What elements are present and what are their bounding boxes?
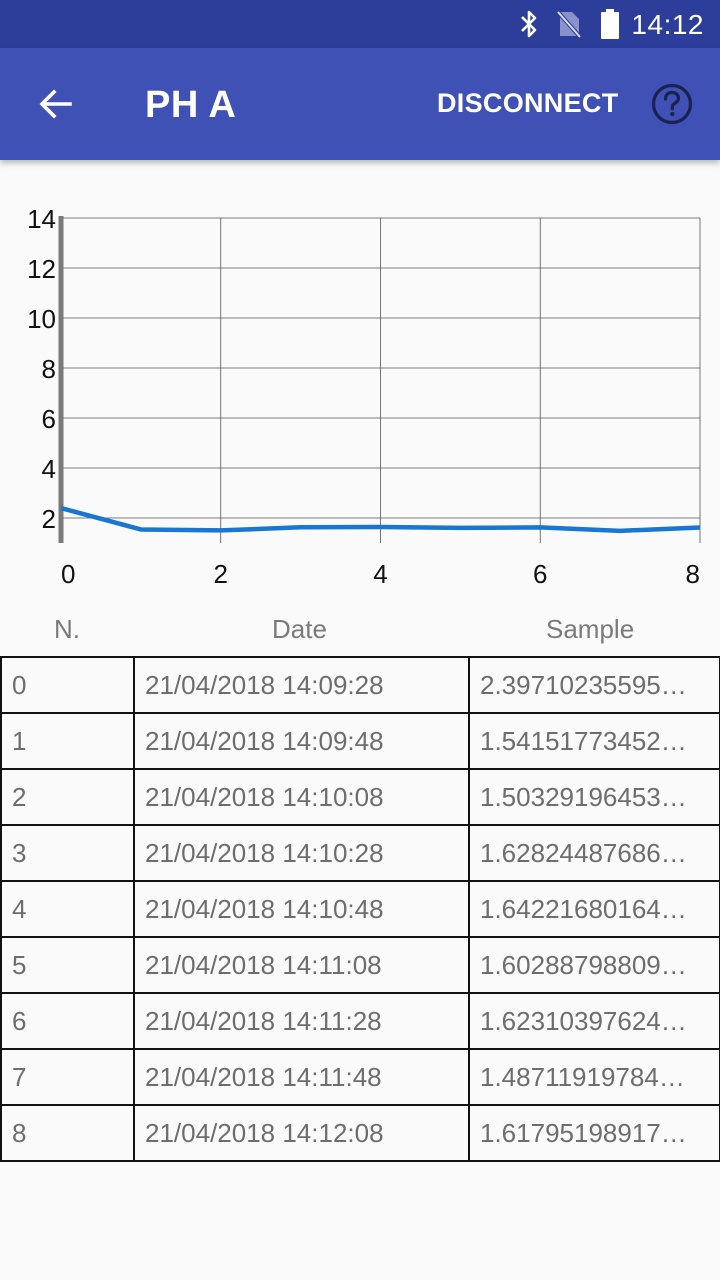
y-tick-label: 8: [42, 354, 56, 384]
cell-sample: 1.48711919784…: [468, 1048, 720, 1106]
cell-date: 21/04/2018 14:12:08: [133, 1104, 470, 1162]
samples-table: 0 21/04/2018 14:09:28 2.39710235595… 1 2…: [0, 656, 720, 1162]
cell-sample: 1.60288798809…: [468, 936, 720, 994]
cell-index: 2: [0, 768, 135, 826]
cell-index: 4: [0, 880, 135, 938]
cell-date: 21/04/2018 14:11:48: [133, 1048, 470, 1106]
cell-sample: 1.62310397624…: [468, 992, 720, 1050]
disconnect-button[interactable]: DISCONNECT: [437, 88, 619, 118]
table-row: 3 21/04/2018 14:10:28 1.62824487686…: [0, 824, 720, 882]
cell-index: 5: [0, 936, 135, 994]
back-button[interactable]: [30, 78, 82, 130]
status-time: 14:12: [631, 9, 704, 40]
page-title: PH A: [145, 84, 237, 126]
x-tick-label: 8: [686, 559, 700, 589]
y-tick-label: 14: [27, 204, 56, 234]
cell-index: 7: [0, 1048, 135, 1106]
cell-date: 21/04/2018 14:10:48: [133, 880, 470, 938]
y-tick-label: 4: [42, 454, 56, 484]
y-tick-label: 12: [27, 254, 56, 284]
column-header-n: N.: [54, 614, 80, 644]
series-line: [60, 505, 701, 534]
cell-sample: 1.54151773452…: [468, 712, 720, 770]
status-bar: 14:12: [0, 0, 720, 48]
cell-date: 21/04/2018 14:11:08: [133, 936, 470, 994]
column-header-sample: Sample: [546, 614, 635, 644]
cell-index: 3: [0, 824, 135, 882]
y-tick-label: 2: [42, 504, 56, 534]
cell-sample: 1.50329196453…: [468, 768, 720, 826]
cell-index: 0: [0, 656, 135, 714]
x-tick-label: 6: [533, 559, 547, 589]
cell-index: 6: [0, 992, 135, 1050]
y-tick-label: 10: [27, 304, 56, 334]
app-bar: PH A DISCONNECT: [0, 48, 720, 160]
table-row: 8 21/04/2018 14:12:08 1.61795198917…: [0, 1104, 720, 1162]
table-row: 7 21/04/2018 14:11:48 1.48711919784…: [0, 1048, 720, 1106]
x-tick-label: 0: [61, 559, 75, 589]
x-tick-label: 2: [214, 559, 228, 589]
column-header-date: Date: [272, 614, 327, 644]
cell-date: 21/04/2018 14:09:48: [133, 712, 470, 770]
help-icon[interactable]: [650, 82, 694, 126]
table-row: 1 21/04/2018 14:09:48 1.54151773452…: [0, 712, 720, 770]
cell-sample: 1.61795198917…: [468, 1104, 720, 1162]
table-row: 0 21/04/2018 14:09:28 2.39710235595…: [0, 656, 720, 714]
cell-index: 8: [0, 1104, 135, 1162]
table-row: 4 21/04/2018 14:10:48 1.64221680164…: [0, 880, 720, 938]
battery-icon: [601, 9, 619, 39]
cell-sample: 2.39710235595…: [468, 656, 720, 714]
cell-date: 21/04/2018 14:10:08: [133, 768, 470, 826]
cell-sample: 1.62824487686…: [468, 824, 720, 882]
no-sim-icon: [556, 10, 582, 39]
cell-index: 1: [0, 712, 135, 770]
cell-date: 21/04/2018 14:11:28: [133, 992, 470, 1050]
y-tick-label: 6: [42, 404, 56, 434]
cell-date: 21/04/2018 14:09:28: [133, 656, 470, 714]
back-arrow-icon: [39, 89, 72, 119]
table-row: 2 21/04/2018 14:10:08 1.50329196453…: [0, 768, 720, 826]
table-row: 5 21/04/2018 14:11:08 1.60288798809…: [0, 936, 720, 994]
bluetooth-icon: [521, 10, 537, 38]
x-tick-label: 4: [373, 559, 387, 589]
table-row: 6 21/04/2018 14:11:28 1.62310397624…: [0, 992, 720, 1050]
cell-date: 21/04/2018 14:10:28: [133, 824, 470, 882]
cell-sample: 1.64221680164…: [468, 880, 720, 938]
table-header: N. Date Sample: [0, 610, 720, 650]
